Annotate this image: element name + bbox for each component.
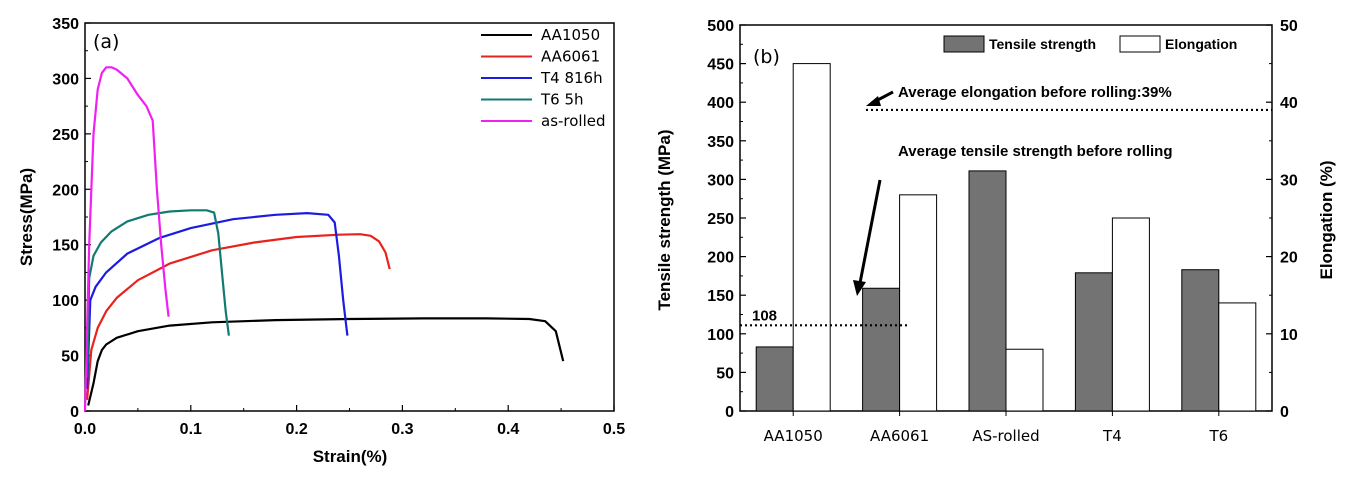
y-tick-label-a: 50	[61, 349, 79, 366]
legend-b: Tensile strength Elongation	[943, 35, 1237, 53]
x-tick-label-a: 0.3	[391, 421, 413, 438]
arrowhead-tensile	[853, 280, 866, 296]
x-tick-label-a: 0.0	[74, 421, 96, 438]
legend-label-a: AA6061	[541, 48, 600, 66]
x-tick-label-a: 0.2	[285, 421, 307, 438]
bar-elongation	[1218, 302, 1257, 412]
plot-frame-a	[84, 22, 615, 412]
y-tick-label-b: 400	[707, 95, 734, 112]
ref-label-tensile-avg: 108	[752, 307, 777, 324]
legend-label-a: AA1050	[541, 26, 600, 44]
series-line-t6-5h	[86, 209, 230, 378]
y-axis-label-b: Tensile strength (MPa)	[655, 129, 674, 310]
y-tick-label-a: 350	[52, 16, 79, 33]
legend-label-a: T6 5h	[540, 91, 584, 109]
panel-label-b: (b)	[753, 46, 780, 68]
bar-elongation	[899, 194, 938, 412]
bars-b	[755, 63, 1257, 412]
x-tick-label-a: 0.5	[603, 421, 625, 438]
y2-tick-label-b: 50	[1280, 18, 1298, 35]
bar-tensile-strength	[968, 170, 1007, 412]
y-tick-label-b: 150	[707, 288, 734, 305]
bar-tensile-strength	[1181, 269, 1220, 412]
y-tick-label-b: 350	[707, 134, 734, 151]
y-tick-label-b: 450	[707, 57, 734, 74]
x-axis-a: 0.0 0.1 0.2 0.3 0.4 0.5	[74, 405, 625, 438]
annotation-elongation: Average elongation before rolling:39%	[898, 84, 1172, 101]
category-label-b: AA1050	[764, 427, 823, 445]
y-tick-label-a: 150	[52, 238, 79, 255]
series-line-as-rolled	[83, 66, 170, 412]
legend-label-a: as-rolled	[541, 112, 606, 130]
series-line-aa1050	[87, 317, 565, 406]
bar-elongation	[1111, 217, 1150, 412]
bar-elongation	[792, 63, 831, 412]
y-tick-label-a: 100	[52, 293, 79, 310]
y-tick-label-b: 50	[716, 365, 734, 382]
y2-tick-label-b: 40	[1280, 95, 1298, 112]
y-tick-label-b: 0	[725, 404, 734, 421]
legend-label-elongation: Elongation	[1165, 36, 1237, 52]
y-tick-label-b: 500	[707, 18, 734, 35]
x-axis-label-a: Strain(%)	[313, 447, 388, 466]
bar-tensile-strength	[862, 287, 901, 412]
legend-swatch-tensile	[943, 35, 985, 53]
y-tick-label-b: 300	[707, 172, 734, 189]
x-tick-label-a: 0.1	[180, 421, 202, 438]
y-tick-label-a: 300	[52, 71, 79, 88]
legend-label-a: T4 816h	[540, 69, 603, 87]
arrow-tensile	[858, 179, 882, 284]
bar-tensile-strength	[755, 346, 794, 412]
x-axis-b: AA1050 AA6061 AS-rolled T4 T6	[764, 411, 1228, 445]
category-label-b: T4	[1102, 427, 1122, 445]
stress-strain-chart: 0 50 100 150 200 250 300 350 0.0 0.1 0.2 0.3 0.4 0.5…	[17, 16, 625, 466]
x-tick-label-a: 0.4	[497, 421, 519, 438]
y-tick-label-b: 250	[707, 211, 734, 228]
y2-tick-label-b: 30	[1280, 172, 1298, 189]
arrowhead-elongation	[866, 96, 881, 106]
bar-tensile-strength	[1074, 272, 1113, 412]
category-label-b: T6	[1208, 427, 1228, 445]
y-tick-label-b: 100	[707, 327, 734, 344]
reference-lines-b: 108	[740, 108, 1272, 327]
y-tick-label-a: 200	[52, 182, 79, 199]
y-tick-label-a: 0	[70, 404, 79, 421]
legend-label-tensile: Tensile strength	[989, 36, 1096, 52]
y-axis-label-a: Stress(MPa)	[17, 168, 36, 266]
annotation-tensile: Average tensile strength before rolling	[898, 143, 1173, 160]
y-tick-label-b: 200	[707, 250, 734, 267]
legend-a: AA1050 AA6061 T4 816h T6 5h as-rolled	[481, 26, 606, 130]
category-label-b: AS-rolled	[972, 427, 1039, 445]
y-axis-right-b: 0 10 20 30 40 50	[1266, 18, 1298, 421]
y2-axis-label-b: Elongation (%)	[1317, 161, 1336, 280]
panel-label-a: (a)	[93, 31, 119, 53]
tensile-elongation-chart: 0 50 100 150 200 250 300 350 400 450 500 0 10 20 30 40…	[655, 18, 1336, 445]
series-line-aa6061	[86, 233, 391, 400]
legend-swatch-elongation	[1119, 35, 1161, 53]
series-line-t4-816h	[86, 212, 349, 389]
series-lines-a	[83, 66, 565, 412]
y2-tick-label-b: 10	[1280, 327, 1298, 344]
y-tick-label-a: 250	[52, 127, 79, 144]
annotation-arrows	[853, 90, 894, 296]
category-label-b: AA6061	[870, 427, 929, 445]
y-axis-left-b: 0 50 100 150 200 250 300 350 400 450 500	[707, 18, 746, 421]
y2-tick-label-b: 20	[1280, 250, 1298, 267]
bar-elongation	[1005, 348, 1044, 412]
y2-tick-label-b: 0	[1280, 404, 1289, 421]
